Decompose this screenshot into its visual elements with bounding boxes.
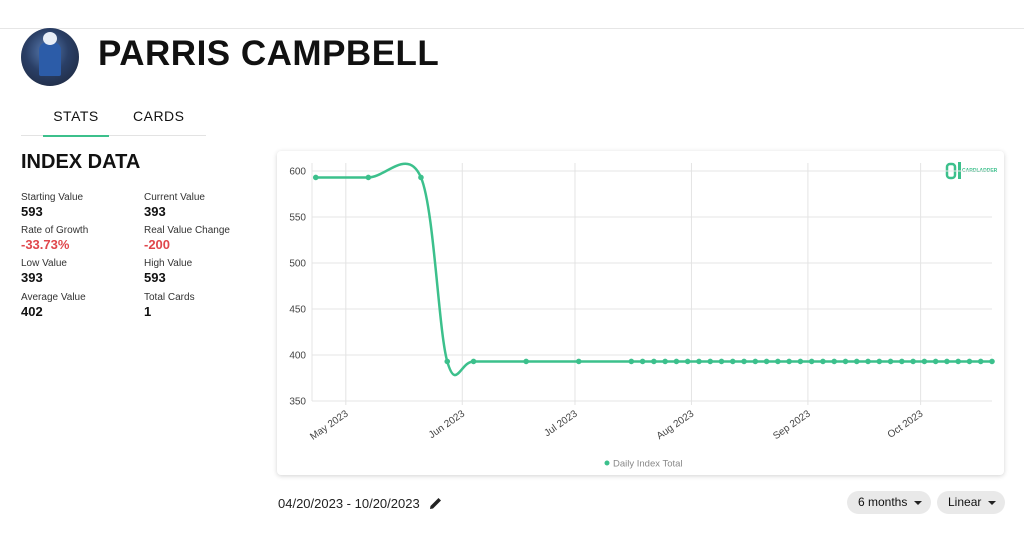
y-tick-label: 500 — [289, 259, 306, 270]
stat-label: Current Value — [144, 192, 205, 203]
point — [887, 358, 894, 365]
point — [808, 358, 815, 365]
divider — [0, 28, 1024, 29]
stat-value: 593 — [144, 270, 166, 285]
point — [470, 358, 477, 365]
point — [741, 358, 747, 365]
date-range: 04/20/2023 - 10/20/2023 — [278, 496, 420, 511]
stat-value: -33.73% — [21, 237, 70, 252]
point — [639, 358, 646, 365]
stat-value: 393 — [21, 270, 43, 285]
stat: Average Value 402 — [21, 292, 86, 319]
point — [910, 358, 916, 365]
point — [820, 358, 826, 365]
x-tick-label: Oct 2023 — [886, 408, 926, 441]
point — [876, 358, 883, 365]
point — [955, 358, 961, 365]
legend-label: Daily Index Total — [613, 459, 683, 470]
stat-label: Average Value — [21, 292, 86, 303]
point — [842, 358, 849, 365]
tab-bar: STATS CARDS — [21, 104, 206, 137]
point — [989, 358, 995, 365]
point — [673, 358, 680, 365]
stat: Real Value Change -200 — [144, 225, 230, 252]
chart-card: CARDLADDER 350 400 450 500 550 600 May 2023 Jun… — [277, 151, 1004, 475]
player-avatar — [21, 28, 79, 86]
stat-value: 1 — [144, 304, 152, 319]
point — [899, 358, 905, 365]
point — [707, 358, 714, 365]
stat: High Value 593 — [144, 258, 192, 285]
point — [966, 358, 973, 365]
stat-value: 393 — [144, 204, 166, 219]
point — [662, 358, 668, 365]
section-title: INDEX DATA — [21, 151, 141, 173]
edit-icon[interactable] — [429, 496, 443, 510]
point — [763, 358, 770, 365]
point — [853, 358, 860, 365]
point — [365, 174, 372, 181]
x-tick-label: Jul 2023 — [542, 408, 580, 439]
stat-value: -200 — [144, 237, 171, 252]
point — [628, 358, 635, 365]
stat: Rate of Growth -33.73% — [21, 225, 88, 252]
point — [718, 358, 725, 365]
stat-value: 402 — [21, 304, 43, 319]
point — [921, 358, 928, 365]
stat: Low Value 393 — [21, 258, 67, 285]
line — [315, 162, 992, 377]
point — [418, 174, 424, 181]
point — [575, 358, 582, 365]
period-dropdown[interactable]: 6 months — [847, 491, 932, 514]
point — [696, 358, 702, 365]
stat-label: Rate of Growth — [21, 225, 89, 236]
stat: Total Cards 1 — [144, 292, 195, 319]
x-tick-label: May 2023 — [308, 408, 351, 442]
point — [684, 358, 691, 365]
y-tick-label: 450 — [289, 305, 306, 316]
point — [786, 358, 792, 365]
point — [797, 358, 804, 365]
x-tick-label: Aug 2023 — [655, 408, 697, 442]
stat-label: Total Cards — [144, 292, 195, 303]
point — [865, 358, 871, 365]
y-tick-label: 400 — [289, 351, 306, 362]
point — [444, 358, 451, 365]
stat: Starting Value 593 — [21, 192, 83, 219]
legend-marker — [604, 460, 610, 466]
point — [752, 358, 759, 365]
stat-label: Low Value — [21, 258, 67, 269]
x-tick-label: Sep 2023 — [771, 408, 813, 442]
point — [944, 358, 950, 365]
stat: Current Value 393 — [144, 192, 205, 219]
point — [729, 358, 736, 365]
point — [775, 358, 781, 365]
y-tick-label: 600 — [289, 167, 306, 178]
stat-value: 593 — [21, 204, 43, 219]
x-tick-label: Jun 2023 — [427, 408, 467, 441]
player-name: PARRIS CAMPBELL — [98, 34, 440, 73]
tab-stats[interactable]: STATS — [43, 108, 109, 137]
stat-label: Starting Value — [21, 192, 84, 203]
point — [831, 358, 838, 365]
tab-cards[interactable]: CARDS — [133, 108, 185, 124]
scale-dropdown[interactable]: Linear — [937, 491, 1006, 514]
point — [977, 358, 984, 365]
stat-label: High Value — [144, 258, 193, 269]
point — [651, 358, 657, 365]
point — [523, 358, 529, 365]
y-tick-label: 550 — [289, 213, 306, 224]
point — [312, 174, 319, 181]
point — [932, 358, 939, 365]
y-tick-label: 350 — [289, 397, 306, 408]
stat-label: Real Value Change — [144, 225, 230, 236]
